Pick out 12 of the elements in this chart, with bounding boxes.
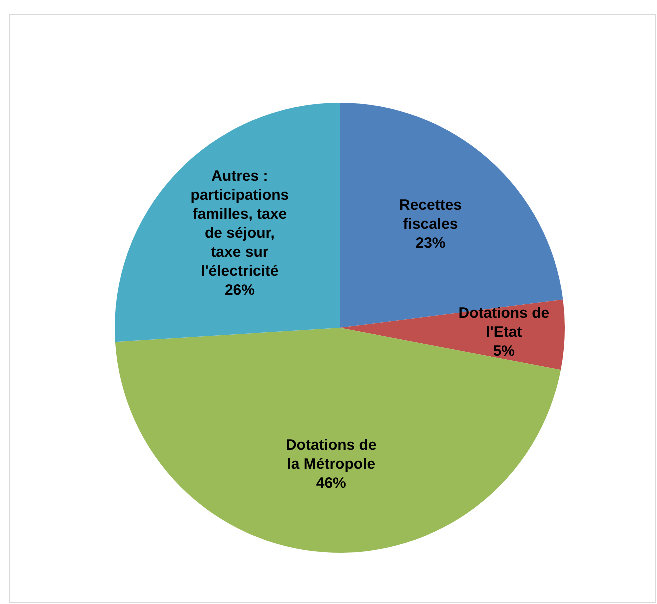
data-label: 26% xyxy=(224,282,255,300)
data-label: 5% xyxy=(493,343,516,360)
pie-slice xyxy=(340,300,565,370)
slice-label: Autres : participations familles, taxe de séjour, taxe sur l'électricité xyxy=(190,168,290,280)
slice-label: Dotations de la Métropole xyxy=(286,436,377,473)
data-label: 23% xyxy=(416,235,446,252)
pie-slice xyxy=(340,103,564,328)
slice-label: Dotations de l'Etat xyxy=(458,305,550,342)
pie-slice xyxy=(115,328,562,553)
slice-label: Recettes fiscales xyxy=(399,197,462,234)
pie-slice xyxy=(115,103,340,342)
data-label: 46% xyxy=(316,474,346,492)
